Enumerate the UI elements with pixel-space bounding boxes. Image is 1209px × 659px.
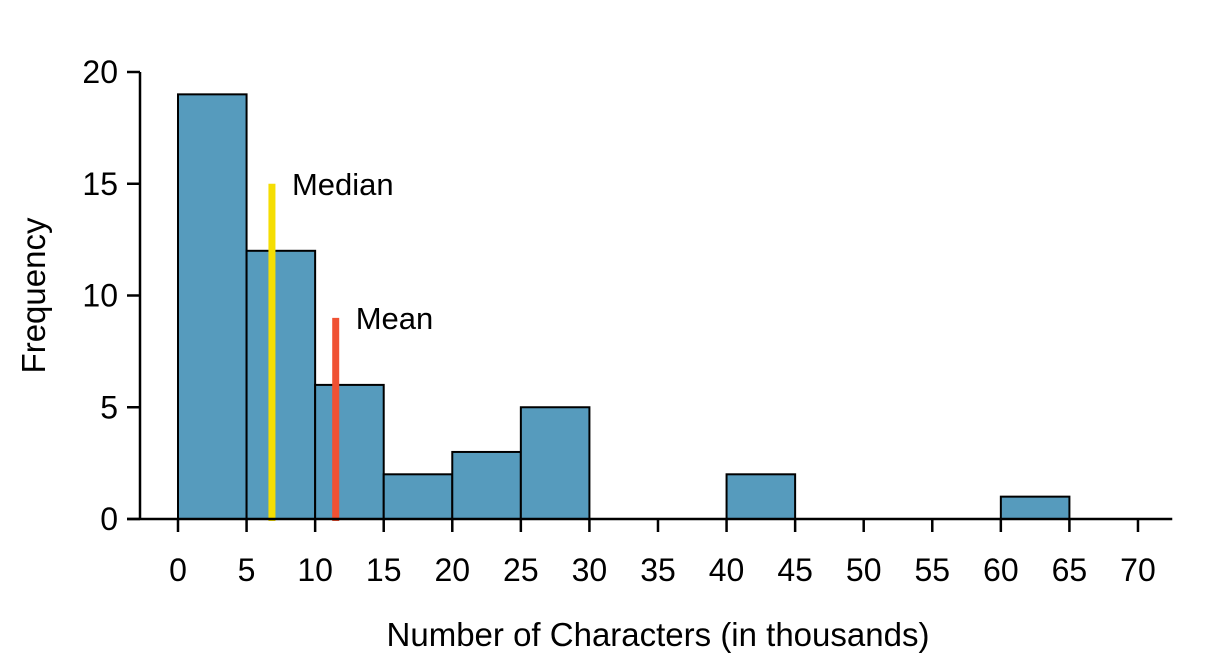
histogram-bar (382, 473, 454, 520)
y-tick-label: 15 (82, 166, 118, 202)
histogram-bar (725, 473, 797, 520)
x-tick-label: 70 (1120, 552, 1156, 588)
x-tick-label: 0 (169, 552, 187, 588)
mean-label: Mean (356, 301, 434, 336)
x-tick-label: 60 (983, 552, 1019, 588)
histogram-bar (177, 93, 248, 520)
histogram-bar (999, 495, 1071, 520)
y-axis-title: Frequency (15, 217, 52, 373)
x-tick-label: 15 (366, 552, 402, 588)
y-tick-label: 0 (100, 501, 118, 537)
y-tick-label: 5 (100, 389, 118, 425)
x-tick-label: 5 (238, 552, 256, 588)
x-tick-label: 25 (503, 552, 539, 588)
x-tick-label: 10 (297, 552, 333, 588)
y-tick-label: 20 (82, 54, 118, 90)
median-label: Median (292, 167, 394, 202)
y-tick-label: 10 (82, 278, 118, 314)
x-tick-label: 50 (846, 552, 882, 588)
x-tick-label: 40 (709, 552, 745, 588)
x-tick-label: 65 (1052, 552, 1088, 588)
x-tick-label: 55 (914, 552, 950, 588)
x-tick-label: 20 (434, 552, 470, 588)
x-tick-label: 35 (640, 552, 676, 588)
histogram-bar (519, 406, 591, 520)
x-tick-label: 30 (572, 552, 608, 588)
histogram-bar (245, 249, 317, 521)
x-axis-title: Number of Characters (in thousands) (387, 616, 930, 653)
x-tick-label: 45 (777, 552, 813, 588)
histogram-bar (314, 383, 385, 520)
histogram-bar (451, 450, 522, 521)
